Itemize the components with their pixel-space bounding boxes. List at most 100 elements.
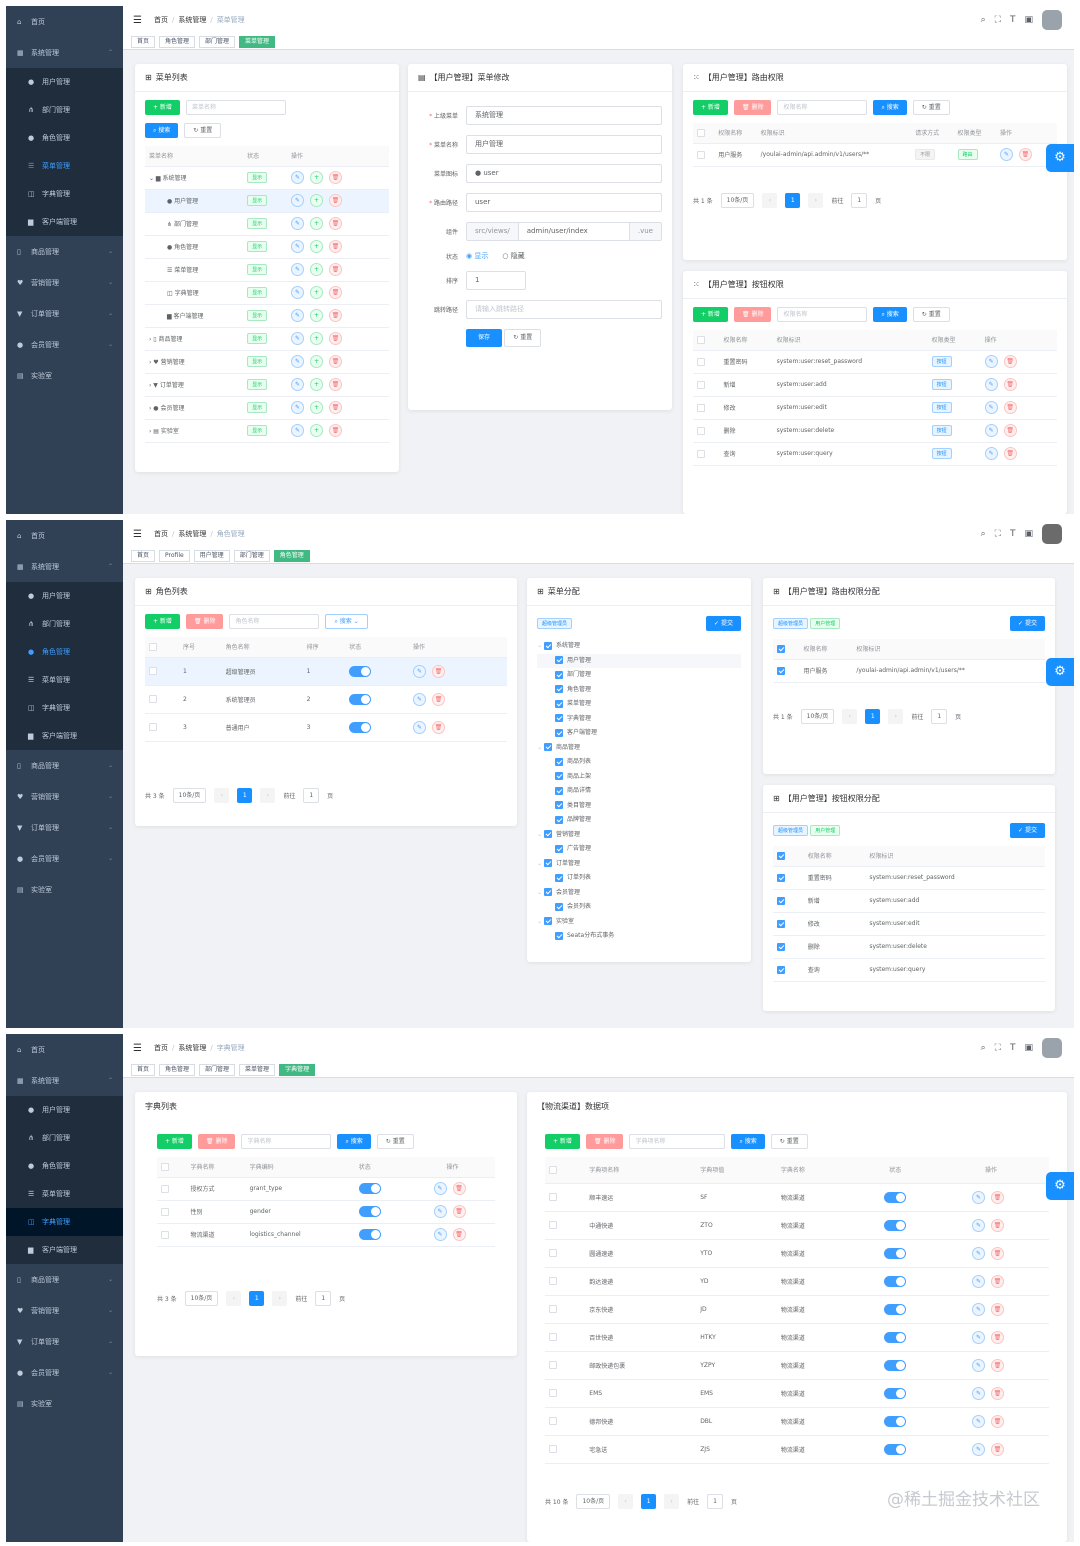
table-row[interactable]: 宅急送 ZJS 物流渠道 ✎ 🗑 <box>545 1435 1049 1464</box>
avatar[interactable] <box>1042 524 1062 544</box>
breadcrumb-home[interactable]: 首页 <box>153 1044 168 1052</box>
search-button[interactable]: ⌕ 搜索 <box>873 100 907 115</box>
tag-menus[interactable]: 菜单管理 <box>239 35 276 48</box>
delete-icon[interactable]: 🗑 <box>329 171 343 184</box>
table-row[interactable]: EMS EMS 物流渠道 ✎ 🗑 <box>545 1379 1049 1408</box>
tag-roles[interactable]: 角色管理 <box>273 549 310 562</box>
status-radio-show[interactable]: ◉ 显示 <box>466 252 489 260</box>
sidebar-item-members[interactable]: ● 会员管理 ⌄ <box>17 854 113 863</box>
add-icon[interactable]: + <box>310 401 324 414</box>
menu-name-input[interactable]: 用户管理 <box>466 135 662 154</box>
status-toggle[interactable] <box>884 1387 907 1399</box>
edit-icon[interactable]: ✎ <box>972 1414 986 1428</box>
tree-node[interactable]: 部门管理 <box>537 668 741 683</box>
sidebar-item-roles[interactable]: ● 角色管理 <box>6 1152 123 1180</box>
route-path-input[interactable]: user <box>466 193 662 212</box>
sidebar-item-system[interactable]: ▦ 系统管理 ⌃ <box>17 562 113 571</box>
tree-checkbox[interactable] <box>555 670 563 679</box>
status-toggle[interactable] <box>349 693 372 705</box>
edit-icon[interactable]: ✎ <box>291 332 305 345</box>
reset-button[interactable]: ↻ 重置 <box>912 307 950 322</box>
row-checkbox[interactable] <box>161 1207 169 1216</box>
table-row[interactable]: 2 系统管理员 2 ✎ 🗑 <box>145 685 507 714</box>
status-toggle[interactable] <box>349 665 372 677</box>
tree-node[interactable]: 商品上架 <box>537 770 741 785</box>
table-row[interactable]: 顺丰速运 SF 物流渠道 ✎ 🗑 <box>545 1183 1049 1212</box>
chevron-down-icon[interactable]: ⌄ <box>537 859 544 867</box>
table-row[interactable]: 德邦快递 DBL 物流渠道 ✎ 🗑 <box>545 1407 1049 1436</box>
edit-icon[interactable]: ✎ <box>413 720 427 734</box>
edit-icon[interactable]: ✎ <box>984 401 998 414</box>
fullscreen-icon[interactable]: ⛶ <box>994 529 1001 539</box>
edit-icon[interactable]: ✎ <box>984 447 998 460</box>
row-checkbox[interactable] <box>549 1389 557 1397</box>
tree-checkbox[interactable] <box>555 656 563 664</box>
table-row[interactable]: 邮政快递包裹 YZPY 物流渠道 ✎ 🗑 <box>545 1351 1049 1380</box>
add-dict-button[interactable]: + 新增 <box>157 1134 192 1149</box>
row-checkbox[interactable] <box>161 1184 169 1193</box>
edit-icon[interactable]: ✎ <box>972 1330 986 1344</box>
row-checkbox[interactable] <box>549 1221 557 1229</box>
delete-icon[interactable]: 🗑 <box>329 286 343 299</box>
next-page-button[interactable]: › <box>272 1290 288 1306</box>
edit-icon[interactable]: ✎ <box>972 1442 986 1456</box>
add-icon[interactable]: + <box>310 194 324 207</box>
delete-button[interactable]: 🗑 删除 <box>585 1134 624 1149</box>
edit-icon[interactable]: ✎ <box>291 194 305 207</box>
edit-icon[interactable]: ✎ <box>413 664 427 678</box>
add-icon[interactable]: + <box>310 424 324 437</box>
edit-icon[interactable]: ✎ <box>413 692 427 706</box>
chevron-down-icon[interactable]: ⌄ <box>537 642 544 649</box>
delete-icon[interactable]: 🗑 <box>329 217 343 230</box>
goto-input[interactable]: 1 <box>851 192 868 208</box>
sidebar-item-home[interactable]: ⌂ 首页 <box>17 17 45 26</box>
submit-button[interactable]: ✓ 提交 <box>1010 823 1045 838</box>
tree-checkbox[interactable] <box>543 859 552 867</box>
status-toggle[interactable] <box>884 1247 907 1259</box>
delete-icon[interactable]: 🗑 <box>329 194 343 207</box>
sort-stepper[interactable]: 1 <box>466 271 526 290</box>
tag-home[interactable]: 首页 <box>131 35 156 48</box>
table-row[interactable]: 性别 gender ✎ 🗑 <box>157 1200 495 1224</box>
row-checkbox[interactable] <box>149 667 157 675</box>
tree-node[interactable]: 类目管理 <box>537 799 741 814</box>
status-toggle[interactable] <box>884 1443 907 1455</box>
goto-input[interactable]: 1 <box>303 787 320 803</box>
table-row[interactable]: 物流渠道 logistics_channel ✎ 🗑 <box>157 1223 495 1247</box>
tree-checkbox[interactable] <box>543 830 552 838</box>
row-checkbox[interactable] <box>777 666 785 675</box>
page-size-select[interactable]: 10条/页 <box>720 192 755 208</box>
tree-checkbox[interactable] <box>555 685 563 693</box>
sidebar-item-system[interactable]: ▦ 系统管理 ⌃ <box>17 48 113 57</box>
table-row[interactable]: 京东快递 JD 物流渠道 ✎ 🗑 <box>545 1295 1049 1324</box>
tree-node[interactable]: 字典管理 <box>537 712 741 727</box>
status-toggle[interactable] <box>358 1183 381 1194</box>
edit-icon[interactable]: ✎ <box>972 1302 986 1316</box>
parent-menu-select[interactable]: 系统管理 <box>466 106 662 125</box>
tree-node[interactable]: 菜单管理 <box>537 697 741 712</box>
sidebar-item-goods[interactable]: ▯ 商品管理 ⌄ <box>17 1275 113 1284</box>
breadcrumb-home[interactable]: 首页 <box>153 16 168 24</box>
tag-roles[interactable]: 角色管理 <box>159 1063 196 1076</box>
status-toggle[interactable] <box>349 721 372 733</box>
save-button[interactable]: 保存 <box>466 329 503 347</box>
delete-icon[interactable]: 🗑 <box>991 1330 1005 1344</box>
reset-button[interactable]: ↻ 重置 <box>376 1134 414 1149</box>
delete-icon[interactable]: 🗑 <box>991 1386 1005 1400</box>
table-row[interactable]: 授权方式 grant_type ✎ 🗑 <box>157 1177 495 1201</box>
prev-page-button[interactable]: ‹ <box>842 708 858 724</box>
add-menu-button[interactable]: + 新增 <box>145 100 180 115</box>
breadcrumb-system[interactable]: 系统管理 <box>178 16 207 24</box>
tree-node[interactable]: 用户管理 <box>537 653 741 668</box>
chevron-down-icon[interactable]: ⌄ <box>537 830 544 838</box>
table-row[interactable]: 圆通速递 YTO 物流渠道 ✎ 🗑 <box>545 1239 1049 1268</box>
hamburger-icon[interactable]: ☰ <box>133 14 142 26</box>
edit-icon[interactable]: ✎ <box>433 1205 447 1218</box>
tree-node[interactable]: 商品列表 <box>537 755 741 770</box>
table-row[interactable]: 1 超级管理员 1 ✎ 🗑 <box>145 657 507 686</box>
sidebar-item-users[interactable]: ● 用户管理 <box>6 1096 123 1124</box>
edit-icon[interactable]: ✎ <box>291 263 305 276</box>
search-icon[interactable]: ⌕ <box>980 15 986 25</box>
status-toggle[interactable] <box>884 1303 907 1315</box>
row-checkbox[interactable] <box>697 403 705 412</box>
